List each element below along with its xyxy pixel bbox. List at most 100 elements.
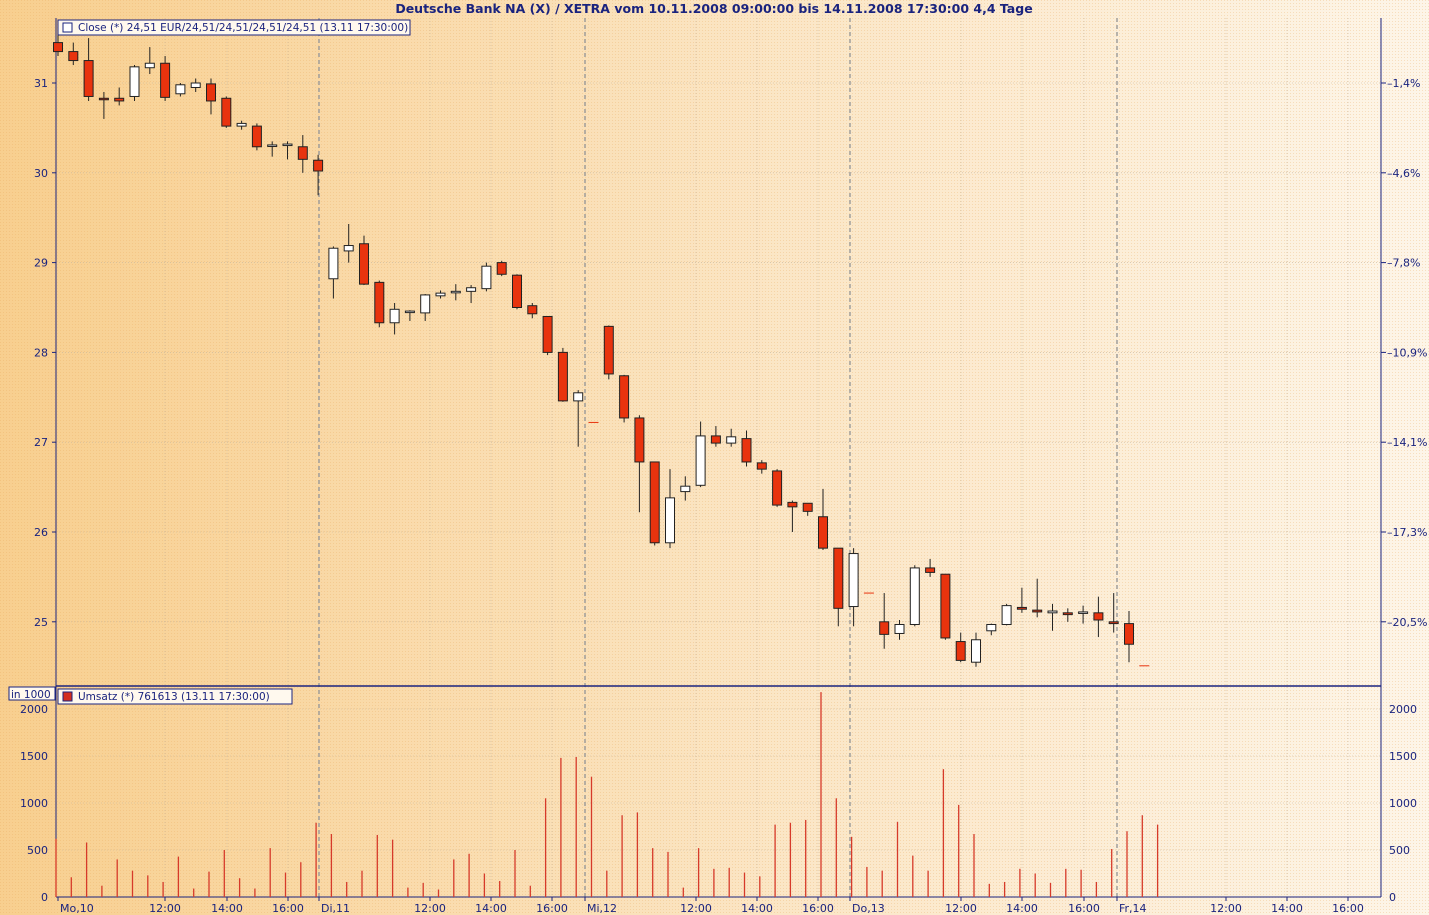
candle-up: [176, 85, 185, 94]
time-tick-label: 12:00: [1210, 902, 1242, 915]
candle-down: [773, 471, 782, 505]
candle-down: [803, 503, 812, 511]
candle-down: [543, 316, 552, 352]
volume-tick-label: 1000: [20, 797, 48, 810]
time-tick-label: Mo,10: [60, 902, 94, 915]
price-tick-label: 28: [34, 346, 48, 359]
candle-up: [727, 437, 736, 443]
volume-tick-label-right: 1000: [1389, 797, 1417, 810]
candle-down: [1094, 613, 1103, 620]
percent-tick-label: –20,5%: [1387, 616, 1427, 629]
time-tick-label: Mi,12: [587, 902, 617, 915]
time-tick-label: 12:00: [945, 902, 977, 915]
candle-down: [115, 98, 124, 101]
candle-up: [895, 624, 904, 633]
candle-up: [344, 246, 353, 251]
candle-up: [696, 436, 705, 485]
candle-up: [1048, 611, 1057, 613]
candle-down: [513, 275, 522, 307]
candle-down: [375, 282, 384, 322]
volume-tick-label-right: 1500: [1389, 750, 1417, 763]
candle-down: [711, 436, 720, 443]
price-legend-text: Close (*) 24,51 EUR/24,51/24,51/24,51/24…: [78, 22, 408, 34]
candle-up: [1079, 612, 1088, 614]
candle-up: [237, 123, 246, 126]
candle-down: [926, 568, 935, 572]
time-tick-label: 12:00: [680, 902, 712, 915]
time-tick-label: Fr,14: [1119, 902, 1147, 915]
candle-down: [941, 574, 950, 638]
candle-up: [849, 554, 858, 607]
candle-down: [742, 439, 751, 462]
candle-down: [161, 63, 170, 97]
price-tick-label: 31: [34, 77, 48, 90]
candle-up: [451, 291, 460, 293]
candle-up: [1002, 606, 1011, 625]
percent-tick-label: –7,8%: [1387, 257, 1420, 270]
candle-down: [788, 502, 797, 506]
candle-up: [482, 266, 491, 288]
percent-tick-label: –4,6%: [1387, 167, 1420, 180]
volume-tick-label: 2000: [20, 703, 48, 716]
percent-tick-label: –1,4%: [1387, 77, 1420, 90]
time-tick-label: 14:00: [211, 902, 243, 915]
time-tick-label: 16:00: [272, 902, 304, 915]
candle-down: [635, 418, 644, 462]
percent-tick-label: –14,1%: [1387, 436, 1427, 449]
time-tick-label: 12:00: [414, 902, 446, 915]
candle-down: [497, 263, 506, 275]
candle-down: [360, 244, 369, 284]
candle-down: [222, 98, 231, 126]
candle-up: [283, 144, 292, 146]
candle-down: [1125, 624, 1134, 645]
time-tick-label: 14:00: [741, 902, 773, 915]
time-tick-label: Do,13: [852, 902, 885, 915]
volume-legend-text: Umsatz (*) 761613 (13.11 17:30:00): [78, 691, 270, 703]
candle-down: [819, 517, 828, 548]
candle-down: [1109, 622, 1118, 624]
volume-legend: Umsatz (*) 761613 (13.11 17:30:00): [58, 689, 292, 704]
candle-up: [145, 63, 154, 67]
volume-tick-label-right: 2000: [1389, 703, 1417, 716]
candle-up: [390, 309, 399, 322]
candle-up: [574, 393, 583, 401]
price-tick-label: 25: [34, 616, 48, 629]
candle-down: [84, 61, 93, 97]
percent-tick-label: –17,3%: [1387, 526, 1427, 539]
candle-up: [436, 293, 445, 296]
volume-tick-label-right: 0: [1389, 891, 1396, 904]
candle-down: [558, 352, 567, 400]
candle-up: [268, 145, 277, 147]
percent-tick-label: –10,9%: [1387, 346, 1427, 359]
candle-down: [956, 642, 965, 661]
candle-up: [681, 486, 690, 491]
candle-down: [834, 548, 843, 608]
volume-unit-box: in 1000: [9, 687, 55, 701]
price-legend: Close (*) 24,51 EUR/24,51/24,51/24,51/24…: [58, 20, 410, 35]
candle-down: [880, 622, 889, 635]
candle-down: [604, 326, 613, 374]
candle-down: [1063, 613, 1072, 615]
candle-down: [99, 98, 108, 100]
price-tick-label: 29: [34, 257, 48, 270]
candle-down: [54, 43, 63, 52]
time-tick-label: 14:00: [1006, 902, 1038, 915]
volume-unit-label: in 1000: [11, 689, 51, 701]
candle-down: [1033, 610, 1042, 612]
volume-tick-label-right: 500: [1389, 844, 1410, 857]
chart-title: Deutsche Bank NA (X) / XETRA vom 10.11.2…: [395, 1, 1032, 16]
candle-down: [298, 147, 307, 160]
candle-down: [69, 52, 78, 61]
time-tick-label: 14:00: [475, 902, 507, 915]
candle-down: [314, 160, 323, 171]
time-tick-label: 12:00: [149, 902, 181, 915]
candle-up: [421, 295, 430, 313]
candle-up: [972, 640, 981, 662]
time-tick-label: 16:00: [1332, 902, 1364, 915]
candle-up: [130, 67, 139, 97]
candle-up: [666, 498, 675, 543]
candle-up: [987, 624, 996, 630]
candle-up: [910, 568, 919, 625]
